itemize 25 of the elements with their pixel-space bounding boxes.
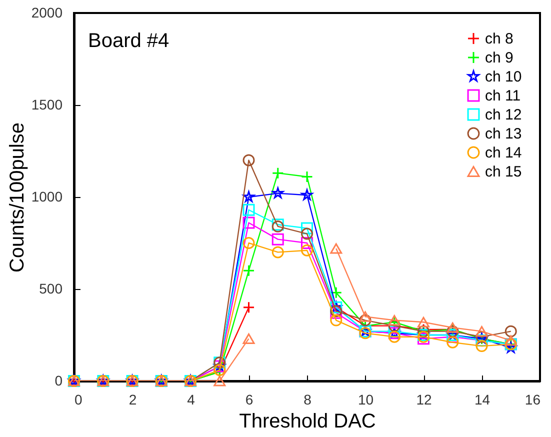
x-tick-label: 2	[128, 392, 137, 408]
x-tick-label: 0	[74, 392, 82, 408]
y-tick-label: 500	[39, 280, 63, 296]
x-tick-label: 8	[304, 392, 312, 408]
y-tick-label: 2000	[31, 4, 63, 20]
legend-label: ch 10	[485, 68, 522, 86]
x-tick-label: 4	[187, 392, 196, 408]
y-tick-label: 1500	[31, 96, 63, 112]
legend-label: ch 13	[485, 126, 522, 142]
legend-label: ch 9	[485, 50, 514, 66]
y-tick-label: 1000	[31, 188, 63, 204]
x-tick-label: 14	[474, 392, 490, 408]
x-tick-label: 12	[416, 392, 432, 408]
y-tick-label: 0	[54, 372, 63, 388]
annotation: Board #4	[88, 30, 170, 52]
legend-label: ch 8	[485, 30, 514, 48]
x-tick-label: 16	[524, 392, 541, 408]
legend-label: ch 12	[485, 106, 522, 124]
y-axis-title: Counts/100pulse	[6, 122, 28, 273]
legend-label: ch 14	[485, 144, 522, 162]
x-tick-label: 6	[245, 392, 254, 408]
x-tick-label: 10	[358, 392, 374, 408]
x-axis-title: Threshold DAC	[239, 410, 376, 432]
legend-label: ch 15	[485, 164, 522, 180]
legend-label: ch 11	[485, 88, 521, 104]
